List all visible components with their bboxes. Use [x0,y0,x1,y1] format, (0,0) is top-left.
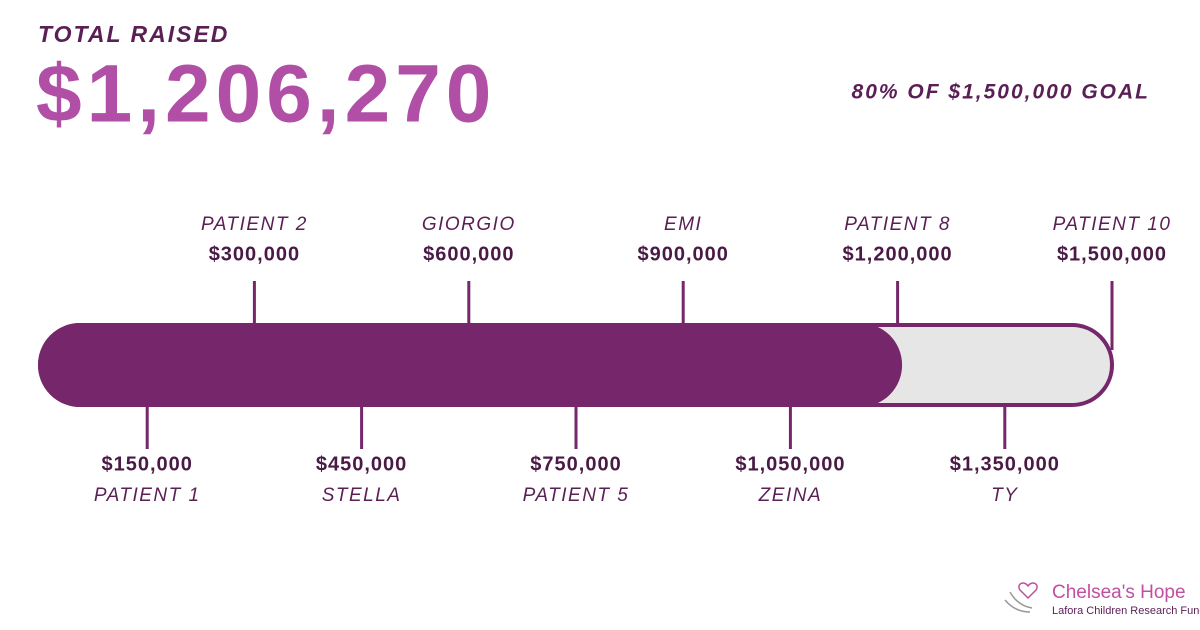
tick-value: $300,000 [209,243,300,265]
tick-name: PATIENT 1 [94,485,201,506]
logo-heart [1018,582,1038,600]
total-raised: $1,206,270 [36,49,496,140]
tick-value: $750,000 [530,453,621,475]
tick-value: $1,200,000 [843,243,953,265]
tick-name: PATIENT 5 [523,485,630,506]
logo-hands [1004,591,1033,613]
tick-value: $150,000 [101,453,192,475]
tick-value: $600,000 [423,243,514,265]
tick-name: STELLA [322,485,402,506]
tick-value: $900,000 [637,243,728,265]
goal-text: 80% OF $1,500,000 GOAL [852,81,1150,104]
logo-tagline: Lafora Children Research Fund [1052,605,1200,617]
tick-name: ZEINA [758,485,822,506]
logo-name: Chelsea's Hope [1052,582,1186,603]
progress-fill [38,323,903,407]
tick-name: TY [991,485,1018,506]
tick-name: EMI [664,214,702,235]
tick-name: PATIENT 8 [844,214,951,235]
logo: Chelsea's Hope Lafora Children Research … [1004,582,1200,617]
tick-value: $450,000 [316,453,407,475]
tick-name: PATIENT 2 [201,214,308,235]
tick-name: GIORGIO [422,214,516,235]
title: TOTAL RAISED [38,21,229,47]
tick-value: $1,500,000 [1057,243,1167,265]
tick-value: $1,350,000 [950,453,1060,475]
tick-value: $1,050,000 [735,453,845,475]
tick-name: PATIENT 10 [1053,214,1172,235]
